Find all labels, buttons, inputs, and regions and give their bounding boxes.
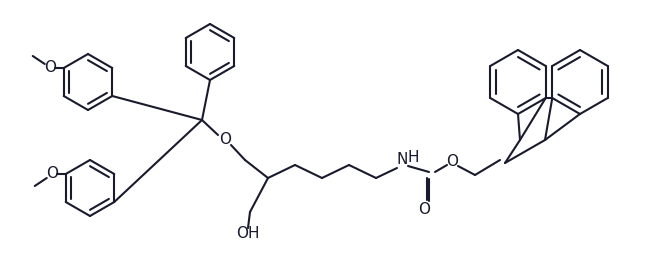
Text: O: O [44,60,55,76]
Text: O: O [46,166,58,182]
Text: O: O [418,202,430,217]
Text: N: N [396,153,408,167]
Text: OH: OH [236,225,260,240]
Text: O: O [446,154,458,169]
Text: H: H [407,150,419,164]
Text: O: O [219,133,231,147]
